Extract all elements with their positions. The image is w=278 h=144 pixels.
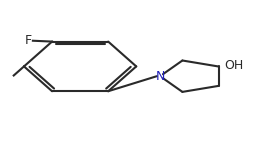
Text: OH: OH <box>225 59 244 72</box>
Text: N: N <box>155 70 165 83</box>
Text: F: F <box>25 34 32 47</box>
